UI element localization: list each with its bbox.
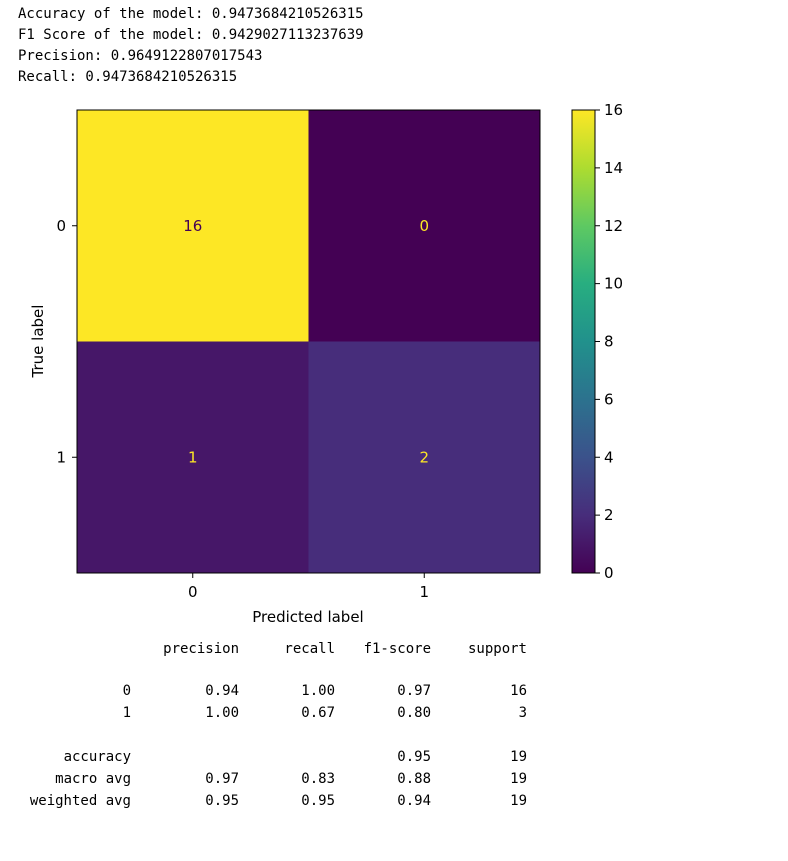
cell-value-label: 2	[419, 448, 429, 466]
cell-value-label: 1	[188, 448, 198, 466]
colorbar-tick-label: 16	[604, 101, 623, 119]
heatmap-cell-0-1	[308, 110, 540, 342]
report-row-label: macro avg	[55, 771, 131, 787]
colorbar-tick-label: 6	[604, 390, 614, 408]
heatmap-cell-0-0	[77, 110, 309, 342]
heatmap-cell-1-0	[77, 341, 309, 573]
report-cell: 0.95	[397, 749, 431, 765]
cell-value-label: 16	[183, 217, 202, 235]
accuracy-line: Accuracy of the model: 0.947368421052631…	[18, 6, 364, 22]
report-header-cell: precision	[163, 641, 239, 657]
report-header-cell: support	[467, 641, 527, 657]
report-cell: 0.95	[301, 793, 335, 809]
report-cell: 3	[518, 705, 527, 721]
report-row-label: accuracy	[63, 749, 131, 765]
report-row: 1 1.00 0.67 0.80 3	[0, 702, 560, 724]
precision-line: Precision: 0.9649122807017543	[18, 48, 263, 64]
report-cell: 0.88	[397, 771, 431, 787]
report-row-label: 1	[122, 705, 131, 721]
report-cell: 19	[510, 793, 527, 809]
colorbar-tick-label: 14	[604, 159, 623, 177]
report-cell: 1.00	[301, 683, 335, 699]
report-cell: 0.97	[397, 683, 431, 699]
colorbar-tick-label: 8	[604, 333, 614, 351]
heatmap-cells	[77, 110, 540, 573]
report-cell: 16	[510, 683, 527, 699]
cell-value-label: 0	[419, 217, 429, 235]
report-row: macro avg 0.97 0.83 0.88 19	[0, 768, 560, 790]
report-row: 0 0.94 1.00 0.97 16	[0, 680, 560, 702]
report-cell: 19	[510, 749, 527, 765]
report-cell: 0.67	[301, 705, 335, 721]
y-tick-label: 0	[56, 217, 66, 235]
colorbar-tick-label: 4	[604, 448, 614, 466]
y-axis-label: True label	[29, 305, 47, 379]
f1-line: F1 Score of the model: 0.942902711323763…	[18, 27, 364, 43]
x-tick-label: 0	[188, 583, 198, 601]
report-cell: 19	[510, 771, 527, 787]
report-row: accuracy 0.95 19	[0, 746, 560, 768]
plot-frame	[76, 109, 541, 574]
report-header-cell: f1-score	[363, 641, 431, 657]
colorbar	[571, 109, 596, 574]
report-cell: 0.95	[205, 793, 239, 809]
colorbar-ticks: 0 2 4 6 8 10 12 14 16	[595, 101, 623, 582]
y-tick-label: 1	[56, 448, 66, 466]
recall-line: Recall: 0.9473684210526315	[18, 69, 238, 85]
report-header-row: precision recall f1-score support	[0, 638, 560, 660]
x-tick-label: 1	[419, 583, 429, 601]
colorbar-tick-label: 12	[604, 217, 623, 235]
report-row-label: 0	[122, 683, 131, 699]
cell-value-labels: 16 0 1 2	[183, 217, 429, 467]
report-cell: 0.94	[205, 683, 239, 699]
colorbar-tick-label: 10	[604, 275, 623, 293]
colorbar-tick-label: 0	[604, 564, 614, 582]
x-axis-label: Predicted label	[252, 608, 363, 626]
report-row-label: weighted avg	[29, 793, 131, 809]
report-cell: 0.97	[205, 771, 239, 787]
report-cell: 1.00	[205, 705, 239, 721]
heatmap-cell-1-1	[308, 341, 540, 573]
report-cell: 0.83	[301, 771, 335, 787]
report-header-cell: recall	[284, 641, 335, 657]
colorbar-tick-label: 2	[604, 506, 614, 524]
y-axis-ticks: 01	[56, 217, 77, 466]
report-cell: 0.94	[397, 793, 431, 809]
report-row: weighted avg 0.95 0.95 0.94 19	[0, 790, 560, 812]
report-cell: 0.80	[397, 705, 431, 721]
